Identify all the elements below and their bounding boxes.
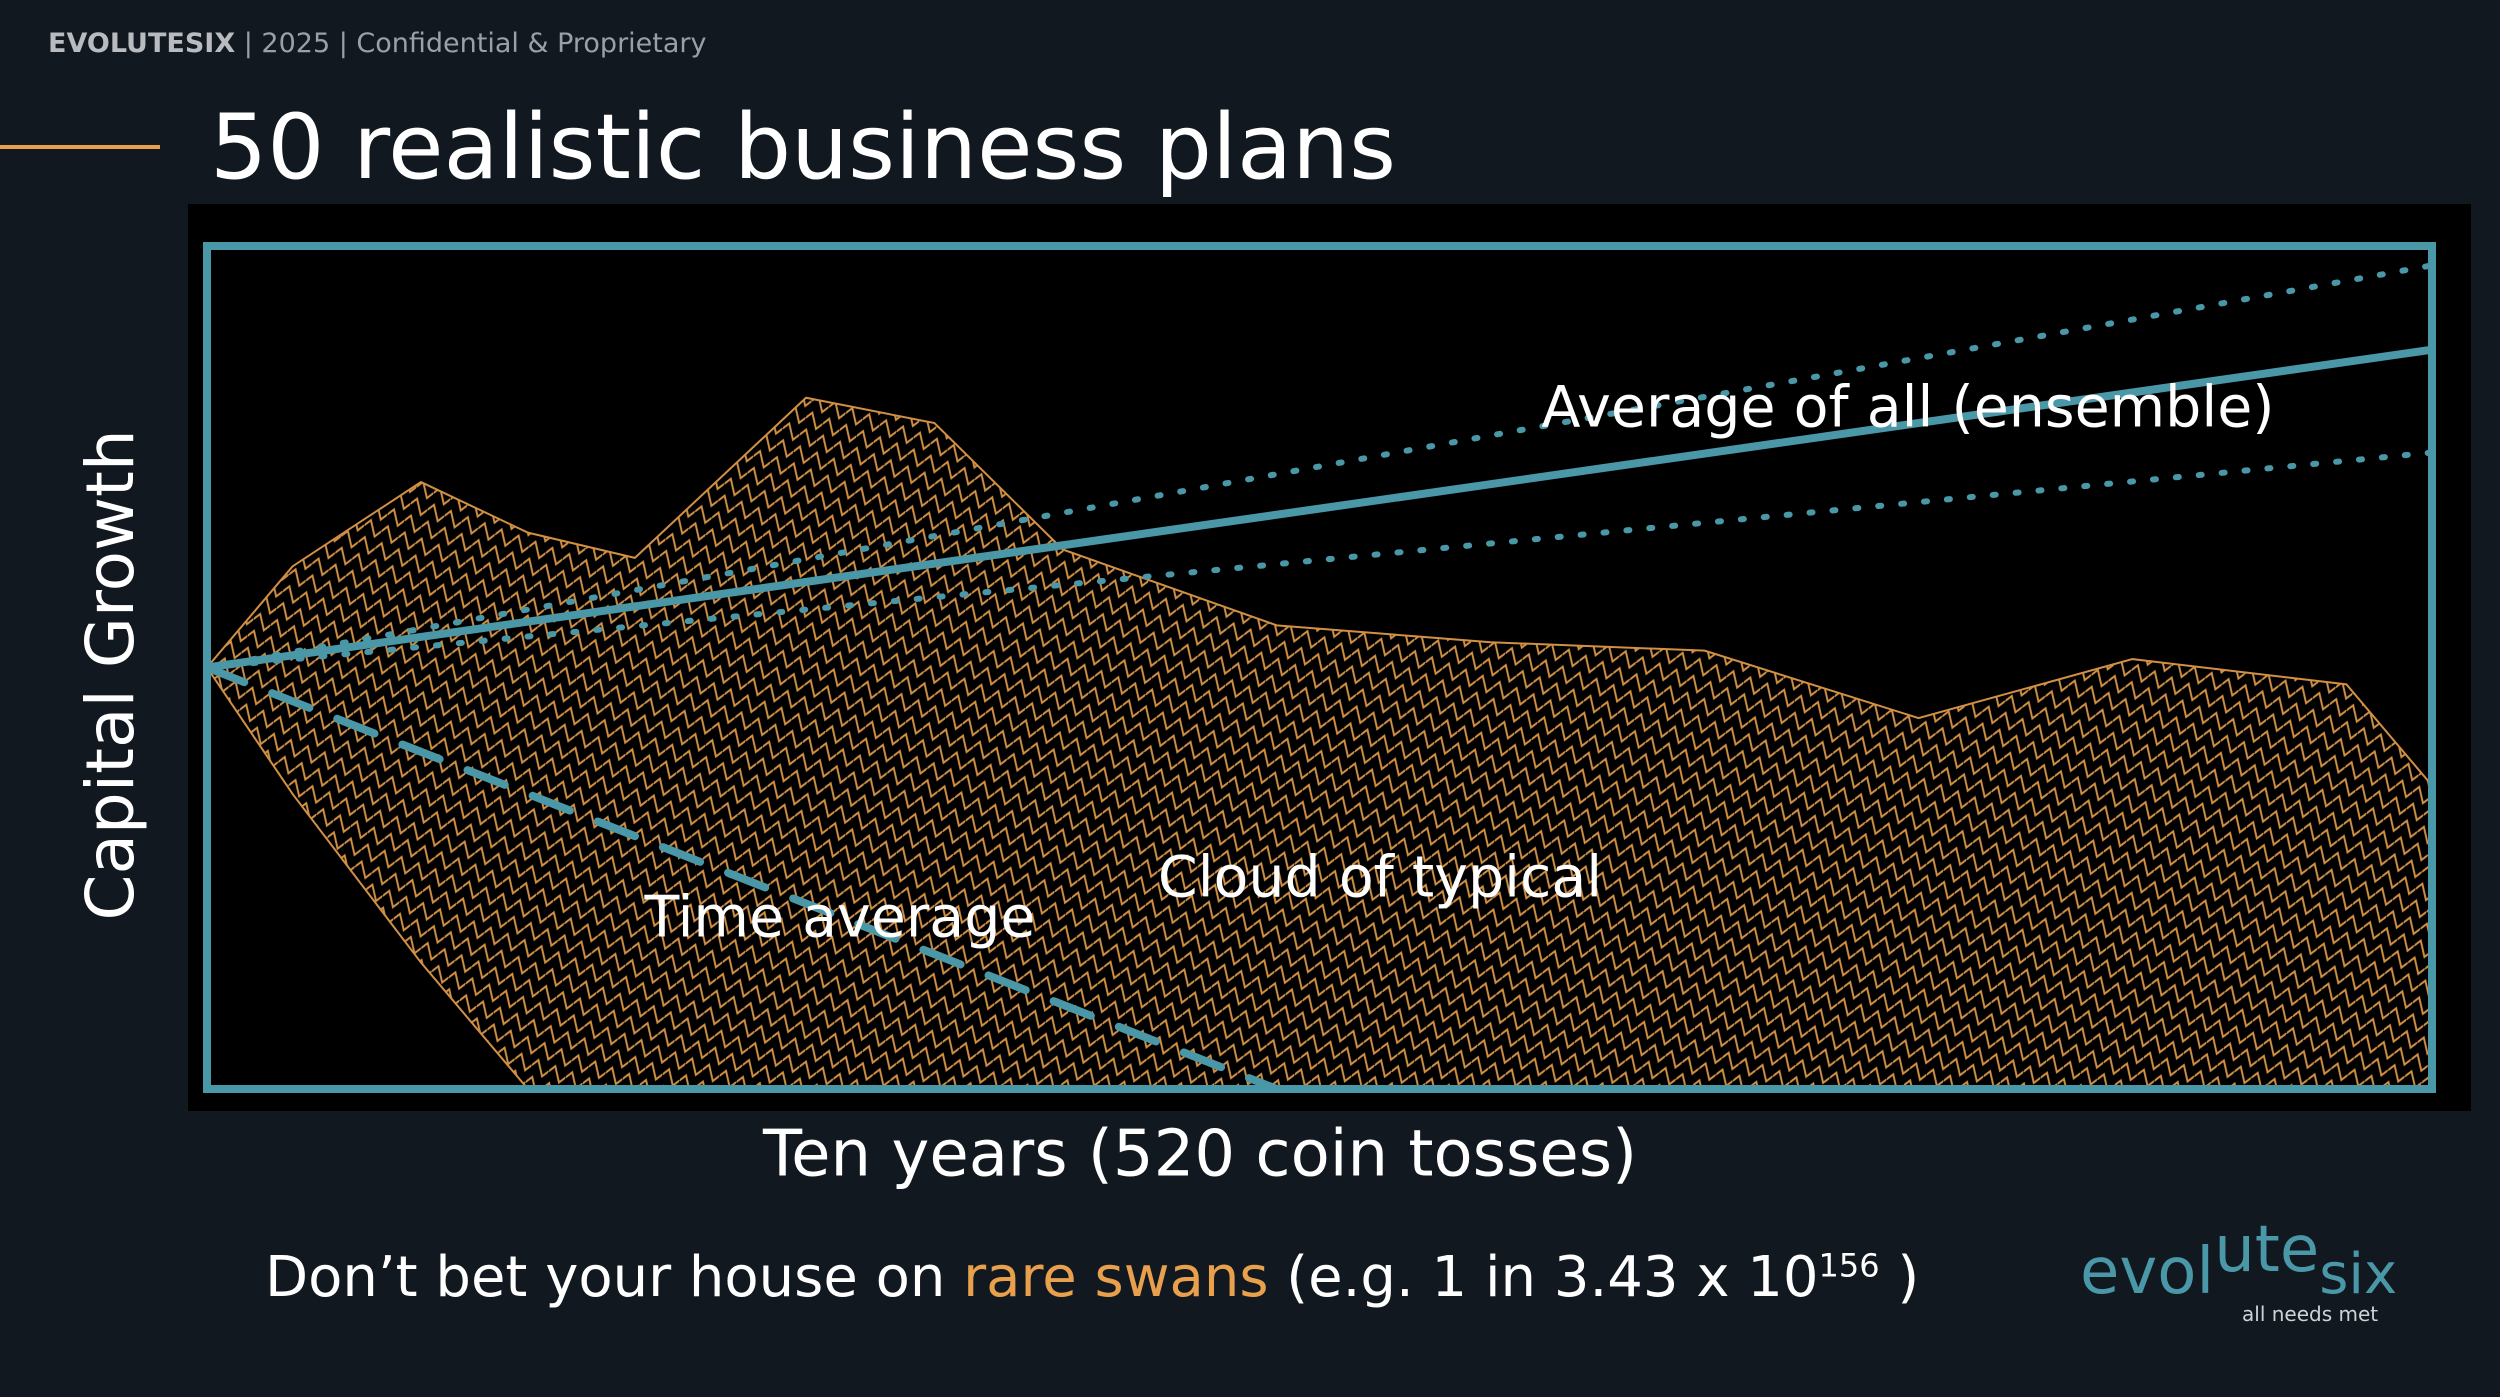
series-annotation: Cloud of typical bbox=[1158, 845, 1602, 911]
series-line bbox=[203, 345, 2436, 672]
logo-part: six bbox=[2319, 1242, 2398, 1307]
series-annotation: Average of all (ensemble) bbox=[1541, 375, 2274, 441]
series-line bbox=[204, 449, 2435, 671]
brand: EVOLUTESIX bbox=[48, 28, 236, 59]
series-annotation: Time average bbox=[644, 885, 1036, 951]
footer-text: Don’t bet your house on bbox=[265, 1245, 964, 1310]
series-line bbox=[204, 262, 2435, 671]
header: EVOLUTESIX | 2025 | Confidential & Propr… bbox=[48, 28, 707, 59]
x-axis-label: Ten years (520 coin tosses) bbox=[762, 1118, 1637, 1192]
plot-frame bbox=[203, 242, 2436, 1093]
logo-part: ute bbox=[2214, 1213, 2320, 1287]
footer: Don’t bet your house on rare swans (e.g.… bbox=[265, 1245, 1919, 1310]
logo: evolutesix bbox=[2080, 1213, 2398, 1309]
slide-title: 50 realistic business plans bbox=[210, 95, 1397, 200]
y-axis-label: Capital Growth bbox=[72, 429, 149, 920]
logo-tagline: all needs met bbox=[2242, 1302, 2379, 1326]
footer-text: (e.g. 1 in 3.43 x 10 bbox=[1268, 1245, 1819, 1310]
accent-line bbox=[0, 145, 160, 149]
series-line bbox=[203, 663, 1281, 1093]
header-text: | 2025 | Confidential & Proprietary bbox=[235, 28, 707, 59]
footer-exponent: 156 bbox=[1818, 1246, 1880, 1285]
footer-highlight: rare swans bbox=[963, 1245, 1269, 1310]
footer-text: ) bbox=[1879, 1245, 1920, 1310]
logo-part: evol bbox=[2080, 1235, 2215, 1309]
